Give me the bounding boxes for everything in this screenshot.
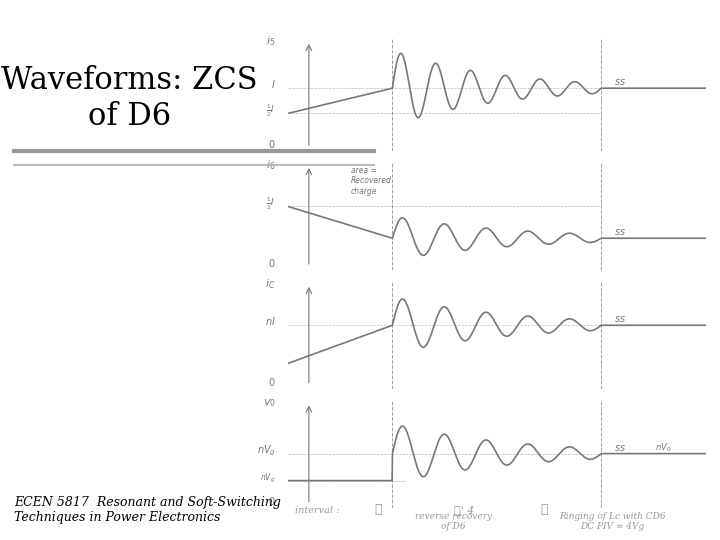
Text: ③: ③ — [374, 503, 382, 516]
Text: $\frac{1}{2}I$: $\frac{1}{2}I$ — [266, 103, 276, 119]
Text: ④: ④ — [540, 503, 547, 516]
Text: interval :: interval : — [295, 506, 340, 515]
Text: $0$: $0$ — [268, 257, 276, 269]
Text: $ss$: $ss$ — [613, 77, 626, 87]
Text: $\frac{1}{2}I$: $\frac{1}{2}I$ — [266, 196, 276, 212]
Text: $v_0$: $v_0$ — [263, 397, 276, 409]
Text: $ss$: $ss$ — [613, 443, 626, 453]
Text: $0$: $0$ — [268, 495, 276, 507]
Text: $0$: $0$ — [268, 376, 276, 388]
Text: $ss$: $ss$ — [613, 314, 626, 324]
Text: $nV_g$: $nV_g$ — [260, 472, 276, 485]
Text: Waveforms: ZCS
of D6: Waveforms: ZCS of D6 — [1, 65, 258, 132]
Text: $nI$: $nI$ — [265, 315, 276, 327]
Text: reverse recovery
of D6: reverse recovery of D6 — [415, 512, 492, 531]
Text: $nV_g$: $nV_g$ — [256, 444, 276, 458]
Text: $i_6$: $i_6$ — [266, 158, 276, 172]
Text: $I$: $I$ — [271, 78, 276, 90]
Text: $i_5$: $i_5$ — [266, 34, 276, 48]
Text: ③' 4: ③' 4 — [454, 505, 474, 515]
Text: area =
Recovered
charge: area = Recovered charge — [351, 166, 392, 196]
Text: $0$: $0$ — [268, 138, 276, 150]
Text: $i_C$: $i_C$ — [265, 277, 276, 291]
Text: ECEN 5817  Resonant and Soft-Switching
Techniques in Power Electronics: ECEN 5817 Resonant and Soft-Switching Te… — [14, 496, 282, 524]
Text: Ringing of Lc with CD6
DC PIV ≈ 4Vg: Ringing of Lc with CD6 DC PIV ≈ 4Vg — [559, 512, 665, 531]
Text: $ss$: $ss$ — [613, 227, 626, 237]
Text: $nV_0$: $nV_0$ — [655, 442, 672, 454]
